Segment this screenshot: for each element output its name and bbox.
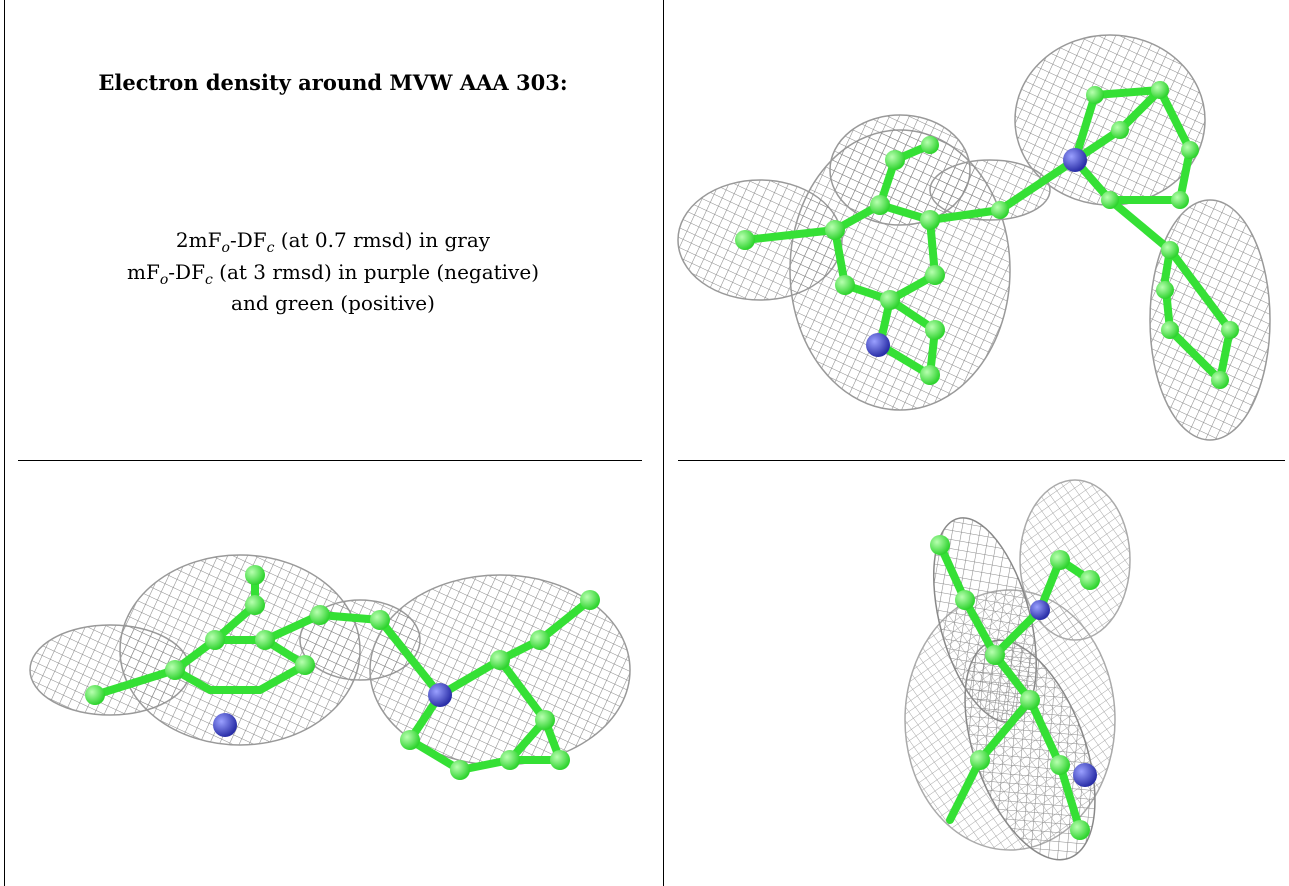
table-borders: [4, 0, 1285, 886]
caption-text: and green (positive): [231, 291, 435, 315]
caption-text: -DF: [229, 228, 267, 252]
subscript: o: [221, 240, 230, 256]
caption-text: mF: [127, 260, 160, 284]
caption-text: (at 0.7 rmsd) in gray: [274, 228, 491, 252]
caption-line: and green (positive): [10, 291, 656, 315]
subscript: o: [159, 272, 169, 288]
density-view-3: [904, 479, 1131, 861]
caption-text: -DF: [168, 260, 205, 284]
subscript: c: [266, 240, 275, 256]
caption-title: Electron density around MVW AAA 303:: [98, 70, 568, 95]
caption-text: (at 3 rmsd) in purple (negative): [212, 260, 539, 284]
caption-text: 2mF: [175, 228, 222, 252]
density-view-2: [29, 554, 631, 780]
density-view-1: [677, 34, 1271, 441]
subscript: c: [204, 272, 213, 288]
caption-line: mFo-DFc (at 3 rmsd) in purple (negative): [10, 260, 656, 288]
caption-line: 2mFo-DFc (at 0.7 rmsd) in gray: [10, 228, 656, 256]
